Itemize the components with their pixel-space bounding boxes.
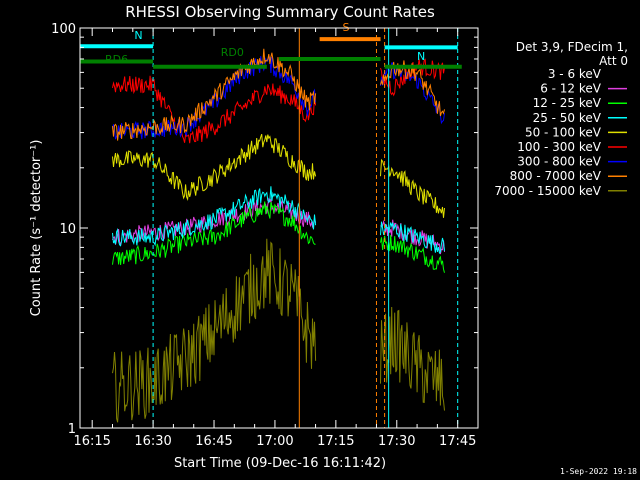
series-line-50-100-kev-a — [112, 133, 317, 202]
y-tick-label-0: 1 — [68, 422, 76, 437]
legend-label-300-800-kev: 300 - 800 keV — [517, 155, 601, 169]
series-line-25-50-kev-a — [112, 186, 317, 247]
legend-label-25-50-kev: 25 - 50 keV — [533, 111, 602, 125]
annotation-label-2: RD6 — [105, 53, 128, 66]
series-line-50-100-kev-b — [380, 158, 445, 218]
series-line-100-300-kev-a — [112, 75, 317, 144]
x-tick-label-0: 16:15 — [73, 434, 110, 449]
y-tick-label-2: 100 — [51, 22, 76, 37]
x-tick-label-2: 16:45 — [195, 434, 232, 449]
legend-label-800-7000-kev: 800 - 7000 keV — [510, 169, 602, 183]
series-line-7000-15000-kev-b — [380, 306, 445, 411]
y-tick-label-1: 10 — [59, 222, 76, 237]
axis-layer: 1 10 100 16:15 16:30 16:45 17:00 17:15 17:30 17:4… — [51, 22, 479, 449]
x-tick-label-1: 16:30 — [134, 434, 171, 449]
x-tick-label-5: 17:30 — [378, 434, 415, 449]
chart-title: RHESSI Observing Summary Count Rates — [125, 3, 435, 21]
legend-label-6-12-kev: 6 - 12 keV — [540, 82, 602, 96]
series-line-12-25-kev-a — [112, 201, 316, 265]
legend-header-line-1: Det 3,9, FDecim 1, — [516, 40, 628, 54]
annotation-label-0: N — [134, 29, 142, 42]
series-line-25-50-kev-b — [380, 221, 445, 255]
legend-label-50-100-kev: 50 - 100 keV — [525, 125, 602, 139]
y-axis-label: Count Rate (s⁻¹ detector⁻¹) — [29, 140, 44, 317]
x-tick-label-4: 17:15 — [317, 434, 354, 449]
annotation-label-1: N — [417, 50, 425, 63]
annotation-label-3: RD0 — [221, 46, 244, 59]
legend-label-12-25-kev: 12 - 25 keV — [533, 96, 602, 110]
legend-label-100-300-kev: 100 - 300 keV — [517, 140, 601, 154]
x-tick-label-3: 17:00 — [256, 434, 293, 449]
data-layer — [112, 48, 445, 423]
legend-label-7000-15000-kev: 7000 - 15000 keV — [494, 184, 601, 198]
series-line-6-12-kev-a — [112, 197, 317, 247]
render-timestamp: 1-Sep-2022 19:18 — [560, 467, 637, 476]
legend-label-3-6-kev: 3 - 6 keV — [548, 67, 602, 81]
x-tick-label-6: 17:45 — [439, 434, 476, 449]
series-line-800-7000-kev-a — [112, 48, 317, 141]
series-line-3-6-kev-b — [380, 116, 445, 153]
series-line-7000-15000-kev-a — [112, 238, 317, 423]
series-line-12-25-kev-b — [380, 234, 445, 273]
x-axis-label: Start Time (09-Dec-16 16:11:42) — [174, 456, 386, 471]
legend-header-line-2: Att 0 — [599, 54, 628, 68]
